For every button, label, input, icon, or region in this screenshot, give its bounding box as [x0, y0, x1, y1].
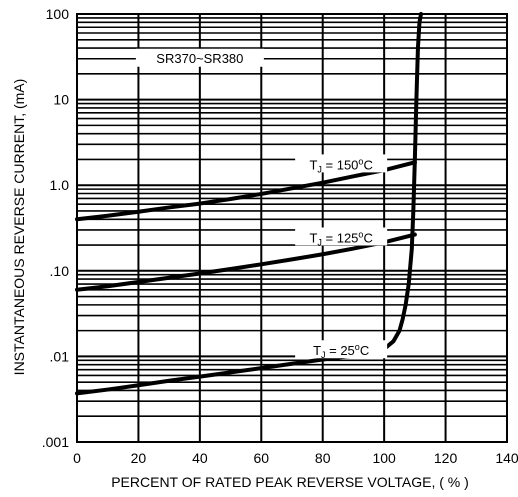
x-tick-label: 140	[495, 450, 518, 466]
y-tick-label: 100	[46, 6, 70, 22]
temperature-label-part: J	[317, 237, 322, 247]
temperature-label-part: J	[317, 164, 322, 174]
temperature-label-part: C	[363, 157, 372, 172]
x-tick-label: 100	[372, 450, 396, 466]
temperature-label-part: T	[309, 157, 317, 172]
y-tick-label: 10	[53, 92, 69, 108]
temperature-label-1: TJ = 150oC	[309, 156, 372, 174]
x-tick-label: 80	[315, 450, 331, 466]
x-axis-label: PERCENT OF RATED PEAK REVERSE VOLTAGE, (…	[111, 474, 469, 490]
temperature-label-part: o	[358, 229, 363, 239]
y-tick-label: .10	[50, 263, 70, 279]
temperature-label-background	[295, 154, 388, 173]
y-tick-labels: .001 .01 .10 1.0 10 100	[42, 6, 69, 450]
device-label: SR370~SR380	[156, 51, 243, 66]
grid	[76, 14, 508, 443]
device-label-background	[135, 48, 264, 67]
y-tick-label: 1.0	[50, 177, 70, 193]
temperature-label-part: T	[313, 343, 321, 358]
x-tick-label: 0	[73, 450, 81, 466]
temperature-label-part: J	[321, 350, 326, 360]
temperature-label-part: = 150	[322, 157, 359, 172]
x-tick-label: 40	[192, 450, 208, 466]
series-line-1	[75, 160, 417, 222]
series-line-2	[75, 232, 417, 292]
temperature-label-part: = 25	[326, 343, 355, 358]
x-tick-label: 60	[253, 450, 269, 466]
temperature-label-part: = 125	[322, 230, 359, 245]
temperature-label-2: TJ = 125oC	[309, 229, 372, 247]
x-tick-label: 120	[434, 450, 458, 466]
y-tick-label: .01	[50, 348, 70, 364]
temperature-label-part: o	[358, 156, 363, 166]
temperature-label-background	[295, 340, 388, 359]
temperature-label-3: TJ = 25oC	[313, 342, 369, 360]
curves	[75, 12, 423, 396]
temperature-label-part: T	[309, 230, 317, 245]
plot-frame	[76, 13, 508, 443]
temperature-label-background	[295, 227, 388, 246]
y-axis-label: INSTANTANEOUS REVERSE CURRENT, (mA)	[11, 79, 27, 376]
temperature-label-part: C	[363, 230, 372, 245]
series-line-3	[75, 12, 423, 396]
temperature-label-part: o	[355, 342, 360, 352]
temperature-label-part: C	[360, 343, 369, 358]
x-tick-label: 20	[131, 450, 147, 466]
y-tick-label: .001	[42, 434, 69, 450]
x-tick-labels: 0 20 40 60 80 100 120 140	[73, 450, 518, 466]
